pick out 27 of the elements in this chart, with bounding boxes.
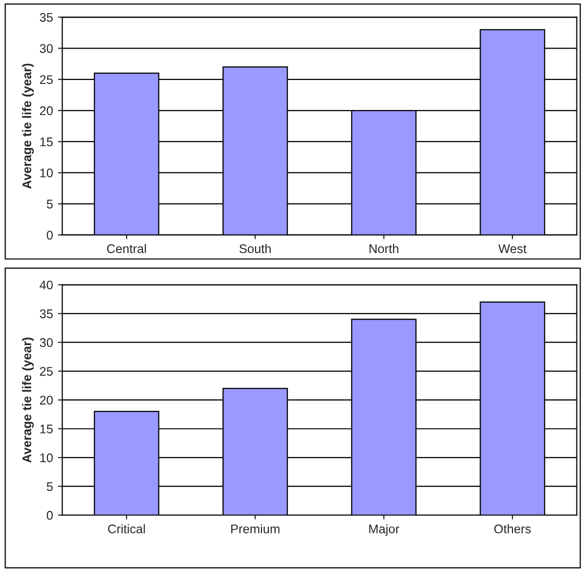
y-tick-label: 30	[40, 44, 53, 53]
y-tick-label: 10	[40, 453, 53, 462]
y-tick-label: 25	[40, 366, 53, 376]
y-axis-title: Average tie life (year)	[22, 338, 34, 463]
y-axis-title: Average tie life (year)	[22, 64, 34, 189]
y-tick-label: 25	[40, 75, 53, 84]
x-tick-label: South	[239, 244, 271, 254]
x-tick-label: North	[370, 244, 398, 254]
y-tick-label: 35	[40, 309, 53, 318]
y-tick-label: 20	[40, 396, 53, 405]
x-tick-label: Central	[107, 244, 146, 254]
x-tick-label: Major	[369, 524, 400, 536]
y-tick-label: 10	[40, 168, 53, 178]
x-tick-label: Premium	[231, 524, 280, 534]
x-tick-label: Critical	[108, 524, 145, 534]
y-tick-label: 15	[40, 424, 53, 434]
y-tick-label: 30	[40, 338, 53, 348]
y-tick-label: 35	[40, 12, 53, 22]
x-tick-label: Others	[494, 524, 531, 534]
y-tick-label: 0	[46, 510, 53, 520]
y-tick-label: 20	[40, 106, 53, 116]
y-tick-label: 40	[40, 280, 53, 290]
y-tick-label: 5	[46, 200, 53, 208]
y-tick-label: 15	[40, 138, 53, 146]
y-tick-label: 5	[46, 482, 53, 491]
x-tick-label: West	[498, 244, 526, 254]
y-tick-label: 0	[46, 230, 53, 240]
